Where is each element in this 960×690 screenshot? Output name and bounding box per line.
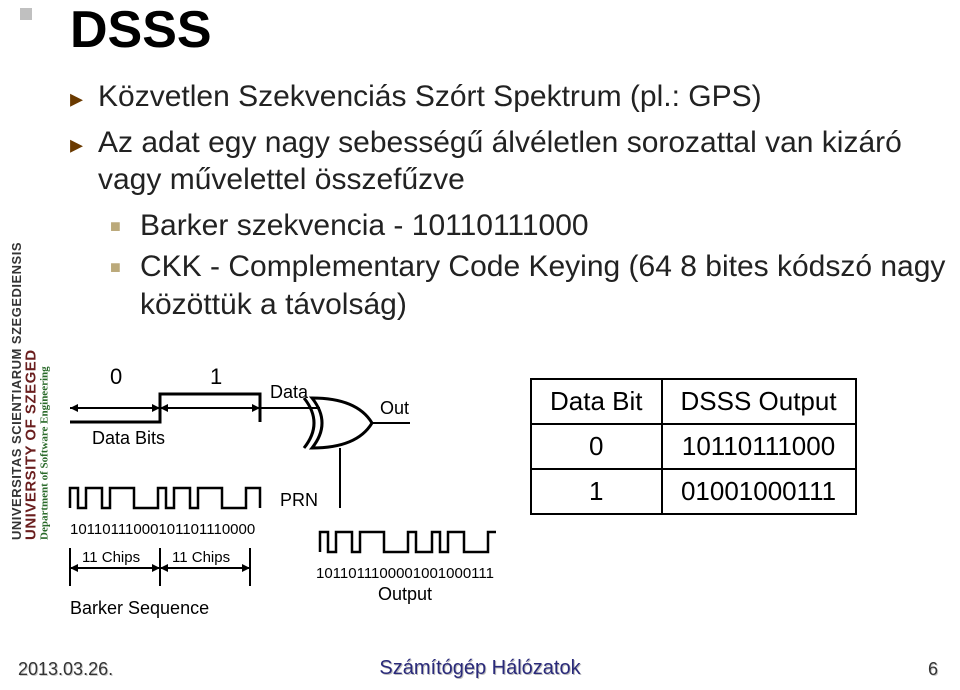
diagram-row: 0 1 Data Bits Data Out PRN 1011011100010… [60,358,857,638]
barker-seq-label: Barker Sequence [70,598,209,618]
bullet-gps: Közvetlen Szekvenciás Szórt Spektrum (pl… [98,78,950,116]
chip-wave-in [70,488,260,508]
sidebar-latin: UNIVERSITAS SCIENTIARUM SZEGEDIENSIS [10,30,24,540]
bit0-label: 0 [110,364,122,389]
seq-out-label: 1011011100001001000111 [316,565,494,582]
output-label: Output [378,584,432,604]
bullet-ckk: CKK - Complementary Code Keying (64 8 bi… [140,248,950,323]
barker-waveform-diagram: 0 1 Data Bits Data Out PRN 1011011100010… [60,358,500,638]
chip-wave-out [320,532,496,552]
bit1-label: 1 [210,364,222,389]
cell-0: 0 [531,424,662,469]
th-dsssout: DSSS Output [662,379,856,424]
seq-in-label: 10110111000101101110000 [70,521,255,538]
chip-arrow-l1 [70,564,78,572]
page-title: DSSS [70,0,950,60]
dsss-output-table: Data Bit DSSS Output 0 10110111000 1 010… [530,378,857,515]
chip-arrow-r2 [242,564,250,572]
cell-1-out: 01001000111 [662,469,856,514]
sidebar-dept: Department of Software Engineering [39,30,51,540]
cell-0-out: 10110111000 [662,424,856,469]
th-databit: Data Bit [531,379,662,424]
chips-l-label: 11 Chips [82,549,140,566]
chips-r-label: 11 Chips [172,549,230,566]
footer-date: 2013.03.26. [18,659,113,680]
chip-arrow-r1 [152,564,160,572]
bullet-barker: Barker szekvencia - 10110111000 [140,207,950,245]
prn-label: PRN [280,490,318,510]
table-row: 0 10110111000 [531,424,856,469]
footer-page-number: 6 [928,659,938,680]
cell-1: 1 [531,469,662,514]
slide-content: DSSS Közvetlen Szekvenciás Szórt Spektru… [70,0,950,327]
bullet-xor: Az adat egy nagy sebességű álvéletlen so… [98,124,950,199]
table-row: 1 01001000111 [531,469,856,514]
institution-sidebar: UNIVERSITAS SCIENTIARUM SZEGEDIENSIS UNI… [10,30,55,540]
sidebar-english: UNIVERSITY OF SZEGED [24,30,40,540]
out-label: Out [380,398,409,418]
slide-footer: 2013.03.26. Számítógép Hálózatok 6 [0,656,960,684]
chip-arrow-l2 [160,564,168,572]
arrow-l1 [70,404,78,412]
databits-label: Data Bits [92,428,165,448]
corner-square [20,8,32,20]
footer-title: Számítógép Hálózatok [379,657,580,680]
